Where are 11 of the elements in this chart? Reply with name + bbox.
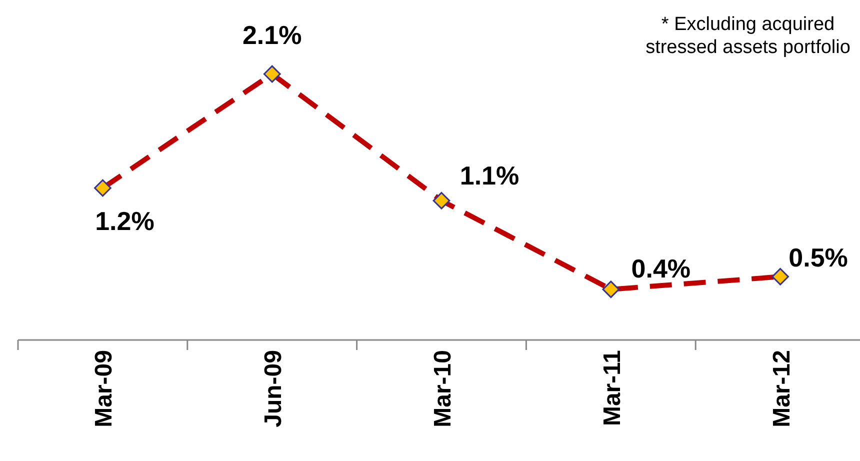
x-tick-label: Mar-11 — [598, 350, 626, 426]
data-label: 2.1% — [242, 20, 302, 50]
x-tick-label: Mar-10 — [430, 350, 456, 428]
x-tick-label: Jun-09 — [260, 350, 288, 428]
data-label: 1.2% — [95, 206, 154, 236]
x-tick-label: Mar-12 — [768, 350, 796, 428]
data-label: 0.4% — [631, 253, 691, 284]
text: * Excluding acquired stressed assets portfolio — [646, 14, 850, 58]
x-tick-label: Mar-09 — [90, 350, 118, 428]
data-label: 1.1% — [460, 160, 520, 191]
data-label: 0.5% — [788, 242, 848, 273]
